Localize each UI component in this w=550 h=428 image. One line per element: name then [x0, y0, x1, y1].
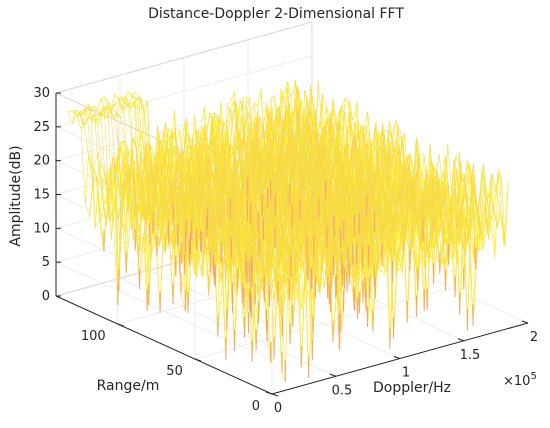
surface-doppler-line: [287, 81, 496, 258]
surface-doppler-line: [94, 105, 303, 312]
z-tick-label: 5: [42, 255, 50, 270]
x-tick-label: 0.5: [332, 383, 353, 398]
surface-doppler-line: [177, 118, 386, 302]
surface-doppler-line: [207, 120, 416, 339]
x-tick-label: 0: [274, 401, 282, 416]
surface-doppler-line: [300, 80, 509, 246]
surface-doppler-line: [247, 105, 456, 287]
x-axis-exponent: ×105: [503, 371, 537, 389]
y-tick: [117, 323, 124, 327]
x-axis-label: Doppler/Hz: [373, 380, 451, 396]
surface-doppler-line: [104, 96, 313, 304]
x-tick-labels: 0 0.5 1 1.5 2: [274, 330, 538, 416]
x-tick: [457, 338, 465, 342]
x-tick: [393, 356, 401, 359]
grid-line: [55, 227, 273, 327]
y-tick-label: 0: [252, 399, 260, 414]
surface-doppler-line: [111, 101, 319, 368]
y-axis-label: Range/m: [97, 378, 160, 394]
z-tick-label: 10: [33, 221, 50, 236]
x-tick: [265, 391, 273, 395]
y-tick: [194, 358, 202, 362]
y-tick-label: 50: [166, 364, 183, 379]
y-tick: [271, 393, 279, 397]
z-tick-label: 0: [42, 289, 50, 304]
y-axis-line: [55, 295, 273, 395]
surface-doppler-line: [277, 109, 486, 249]
z-tick-label: 20: [33, 154, 50, 169]
x-tick-label: 1.5: [460, 348, 481, 363]
z-tick-label: 30: [33, 86, 50, 101]
grid-line: [119, 277, 337, 377]
surface-doppler-line: [154, 130, 363, 332]
y-tick-labels: 0 50 100: [81, 329, 260, 414]
chart-title: Distance-Doppler 2-Dimensional FFT: [148, 6, 404, 22]
x-axis-exponent-base: ×10: [503, 374, 530, 389]
z-tick-label: 15: [33, 188, 50, 203]
x-tick-label: 2: [530, 330, 538, 345]
surface-doppler-line: [270, 97, 479, 256]
x-tick-label: 1: [402, 366, 410, 381]
surface-doppler-line: [260, 88, 469, 315]
x-tick: [329, 373, 337, 377]
y-tick-label: 100: [81, 329, 106, 344]
z-tick-labels: 0 5 10 15 20 25 30: [33, 86, 50, 304]
surface-doppler-line: [293, 98, 503, 270]
box-edge: [55, 21, 313, 94]
z-tick-label: 25: [33, 120, 50, 135]
x-axis-exponent-power: 5: [530, 371, 536, 382]
z-axis-label: Amplitude(dB): [8, 145, 24, 246]
axes-lines: [55, 92, 529, 397]
surface-doppler-line: [297, 84, 506, 246]
x-tick: [521, 320, 529, 324]
surface-mesh: [67, 79, 509, 382]
